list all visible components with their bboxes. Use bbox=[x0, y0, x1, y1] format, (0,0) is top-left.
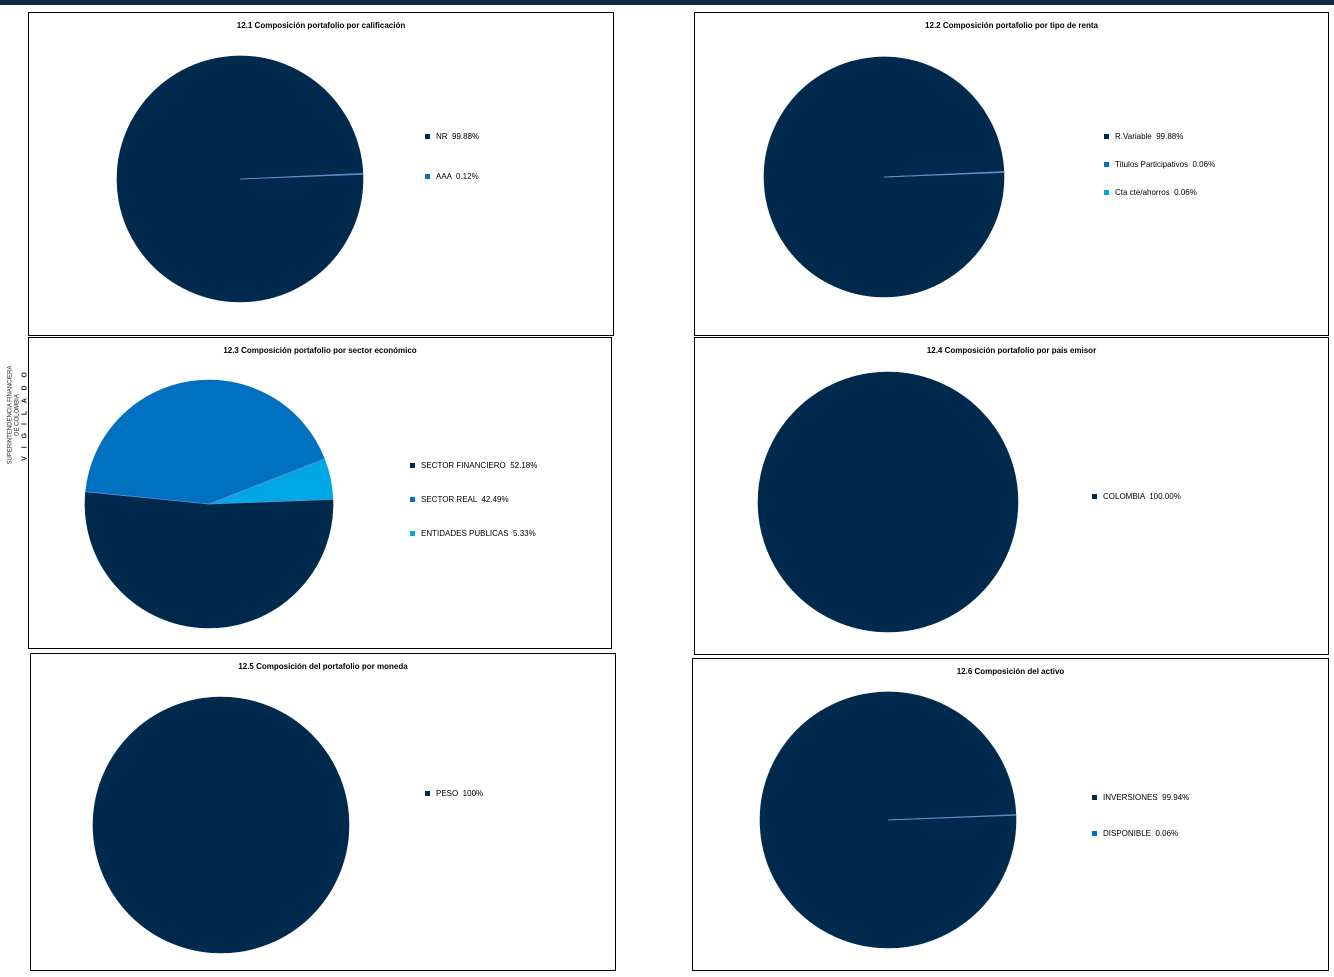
slice-separator bbox=[239, 173, 363, 180]
slice-separator bbox=[85, 491, 210, 505]
pie-chart bbox=[92, 696, 350, 954]
legend-label: COLOMBIA 100.00% bbox=[1103, 491, 1181, 501]
top-header-bar bbox=[0, 0, 1334, 5]
legend-label: ENTIDADES PUBLICAS 5.33% bbox=[421, 528, 536, 538]
chart-panel-tipo-renta: 12.2 Composición portafolio por tipo de … bbox=[694, 12, 1329, 336]
legend-swatch bbox=[1092, 493, 1097, 499]
legend-swatch bbox=[425, 133, 430, 139]
chart-title: 12.3 Composición portafolio por sector e… bbox=[223, 346, 417, 355]
legend-item-disponible: DISPONIBLE 0.06% bbox=[1092, 828, 1189, 838]
legend-item-inversiones: INVERSIONES 99.94% bbox=[1092, 792, 1189, 802]
pie-slice-sector-financiero bbox=[84, 491, 334, 629]
legend-swatch bbox=[410, 496, 415, 502]
legend-label: AAA 0.12% bbox=[436, 171, 479, 181]
chart-title: 12.6 Composición del activo bbox=[956, 667, 1065, 676]
legend-swatch bbox=[1104, 133, 1109, 139]
chart-panel-pais-emisor: 12.4 Composición portafolio por país emi… bbox=[694, 337, 1329, 655]
stamp-line-2: DE COLOMBIA bbox=[14, 394, 21, 436]
legend-label: NR 99.88% bbox=[436, 131, 480, 141]
vigilado-stamp-text: SUPERINTENDENCIA FINANCIERA DE COLOMBIA … bbox=[8, 365, 29, 464]
legend-item-colombia: COLOMBIA 100.00% bbox=[1092, 491, 1181, 501]
pie-slice-sector-real bbox=[85, 379, 325, 505]
chart-title: 12.5 Composición del portafolio por mone… bbox=[238, 662, 408, 671]
vigilado-stamp: SUPERINTENDENCIA FINANCIERA DE COLOMBIA … bbox=[6, 330, 30, 500]
pie-slice-entidades-publicas bbox=[208, 458, 334, 505]
chart-panel-activo: 12.6 Composición del activo INVERSIONES … bbox=[692, 658, 1329, 971]
chart-legend: R.Variable 99.88% Titulos Participativos … bbox=[1104, 131, 1215, 197]
pie-chart bbox=[763, 56, 1005, 298]
legend-swatch bbox=[425, 173, 430, 179]
pie-chart bbox=[759, 691, 1017, 949]
chart-title: 12.1 Composición portafolio por califica… bbox=[236, 21, 406, 30]
chart-legend: SECTOR FINANCIERO 52.18% SECTOR REAL 42.4… bbox=[410, 460, 537, 538]
legend-swatch bbox=[1092, 830, 1097, 836]
slice-separator bbox=[208, 458, 325, 505]
legend-swatch bbox=[1104, 189, 1109, 195]
legend-swatch bbox=[410, 462, 415, 468]
legend-swatch bbox=[1092, 794, 1097, 800]
legend-swatch bbox=[1104, 161, 1109, 167]
chart-panel-sector-economico: 12.3 Composición portafolio por sector e… bbox=[28, 337, 612, 649]
chart-legend: COLOMBIA 100.00% bbox=[1092, 491, 1181, 501]
chart-panel-moneda: 12.5 Composición del portafolio por mone… bbox=[30, 653, 616, 971]
stamp-line-1: SUPERINTENDENCIA FINANCIERA bbox=[7, 365, 14, 465]
legend-item-nr: NR 99.88% bbox=[425, 131, 479, 141]
legend-label: R.Variable 99.88% bbox=[1115, 131, 1184, 141]
slice-separator bbox=[208, 498, 333, 505]
legend-label: INVERSIONES 99.94% bbox=[1103, 792, 1190, 802]
slice-separator bbox=[883, 171, 1004, 178]
legend-label: DISPONIBLE 0.06% bbox=[1103, 828, 1179, 838]
legend-item-sector-real: SECTOR REAL 42.49% bbox=[410, 494, 537, 504]
legend-label: PESO 100% bbox=[436, 788, 484, 798]
pie-chart bbox=[84, 379, 334, 629]
legend-item-peso: PESO 100% bbox=[425, 788, 483, 798]
chart-legend: INVERSIONES 99.94% DISPONIBLE 0.06% bbox=[1092, 792, 1189, 838]
chart-title: 12.4 Composición portafolio por país emi… bbox=[926, 346, 1097, 355]
pie-chart bbox=[757, 371, 1019, 633]
pie-slice-peso bbox=[92, 696, 350, 954]
pie-slice-colombia bbox=[757, 371, 1019, 633]
legend-label: SECTOR FINANCIERO 52.18% bbox=[421, 460, 538, 470]
legend-swatch bbox=[410, 530, 415, 536]
pie-slice-r-variable bbox=[763, 56, 1005, 298]
legend-item-cta-cte-ahorros: Cta cte/ahorros 0.06% bbox=[1104, 187, 1215, 197]
legend-label: Cta cte/ahorros 0.06% bbox=[1115, 187, 1197, 197]
legend-item-r-variable: R.Variable 99.88% bbox=[1104, 131, 1215, 141]
legend-item-titulos-participativos: Titulos Participativos 0.06% bbox=[1104, 159, 1215, 169]
chart-panel-composicion-calificacion: 12.1 Composición portafolio por califica… bbox=[28, 12, 614, 336]
chart-title: 12.2 Composición portafolio por tipo de … bbox=[925, 21, 1098, 30]
legend-item-aaa: AAA 0.12% bbox=[425, 171, 479, 181]
pie-chart bbox=[116, 55, 364, 303]
chart-legend: PESO 100% bbox=[425, 788, 483, 798]
chart-legend: NR 99.88% AAA 0.12% bbox=[425, 131, 479, 181]
legend-label: SECTOR REAL 42.49% bbox=[421, 494, 509, 504]
legend-item-entidades-publicas: ENTIDADES PUBLICAS 5.33% bbox=[410, 528, 537, 538]
legend-label: Titulos Participativos 0.06% bbox=[1115, 159, 1216, 169]
slice-separator bbox=[887, 814, 1016, 821]
legend-swatch bbox=[425, 790, 430, 796]
legend-item-sector-financiero: SECTOR FINANCIERO 52.18% bbox=[410, 460, 537, 470]
